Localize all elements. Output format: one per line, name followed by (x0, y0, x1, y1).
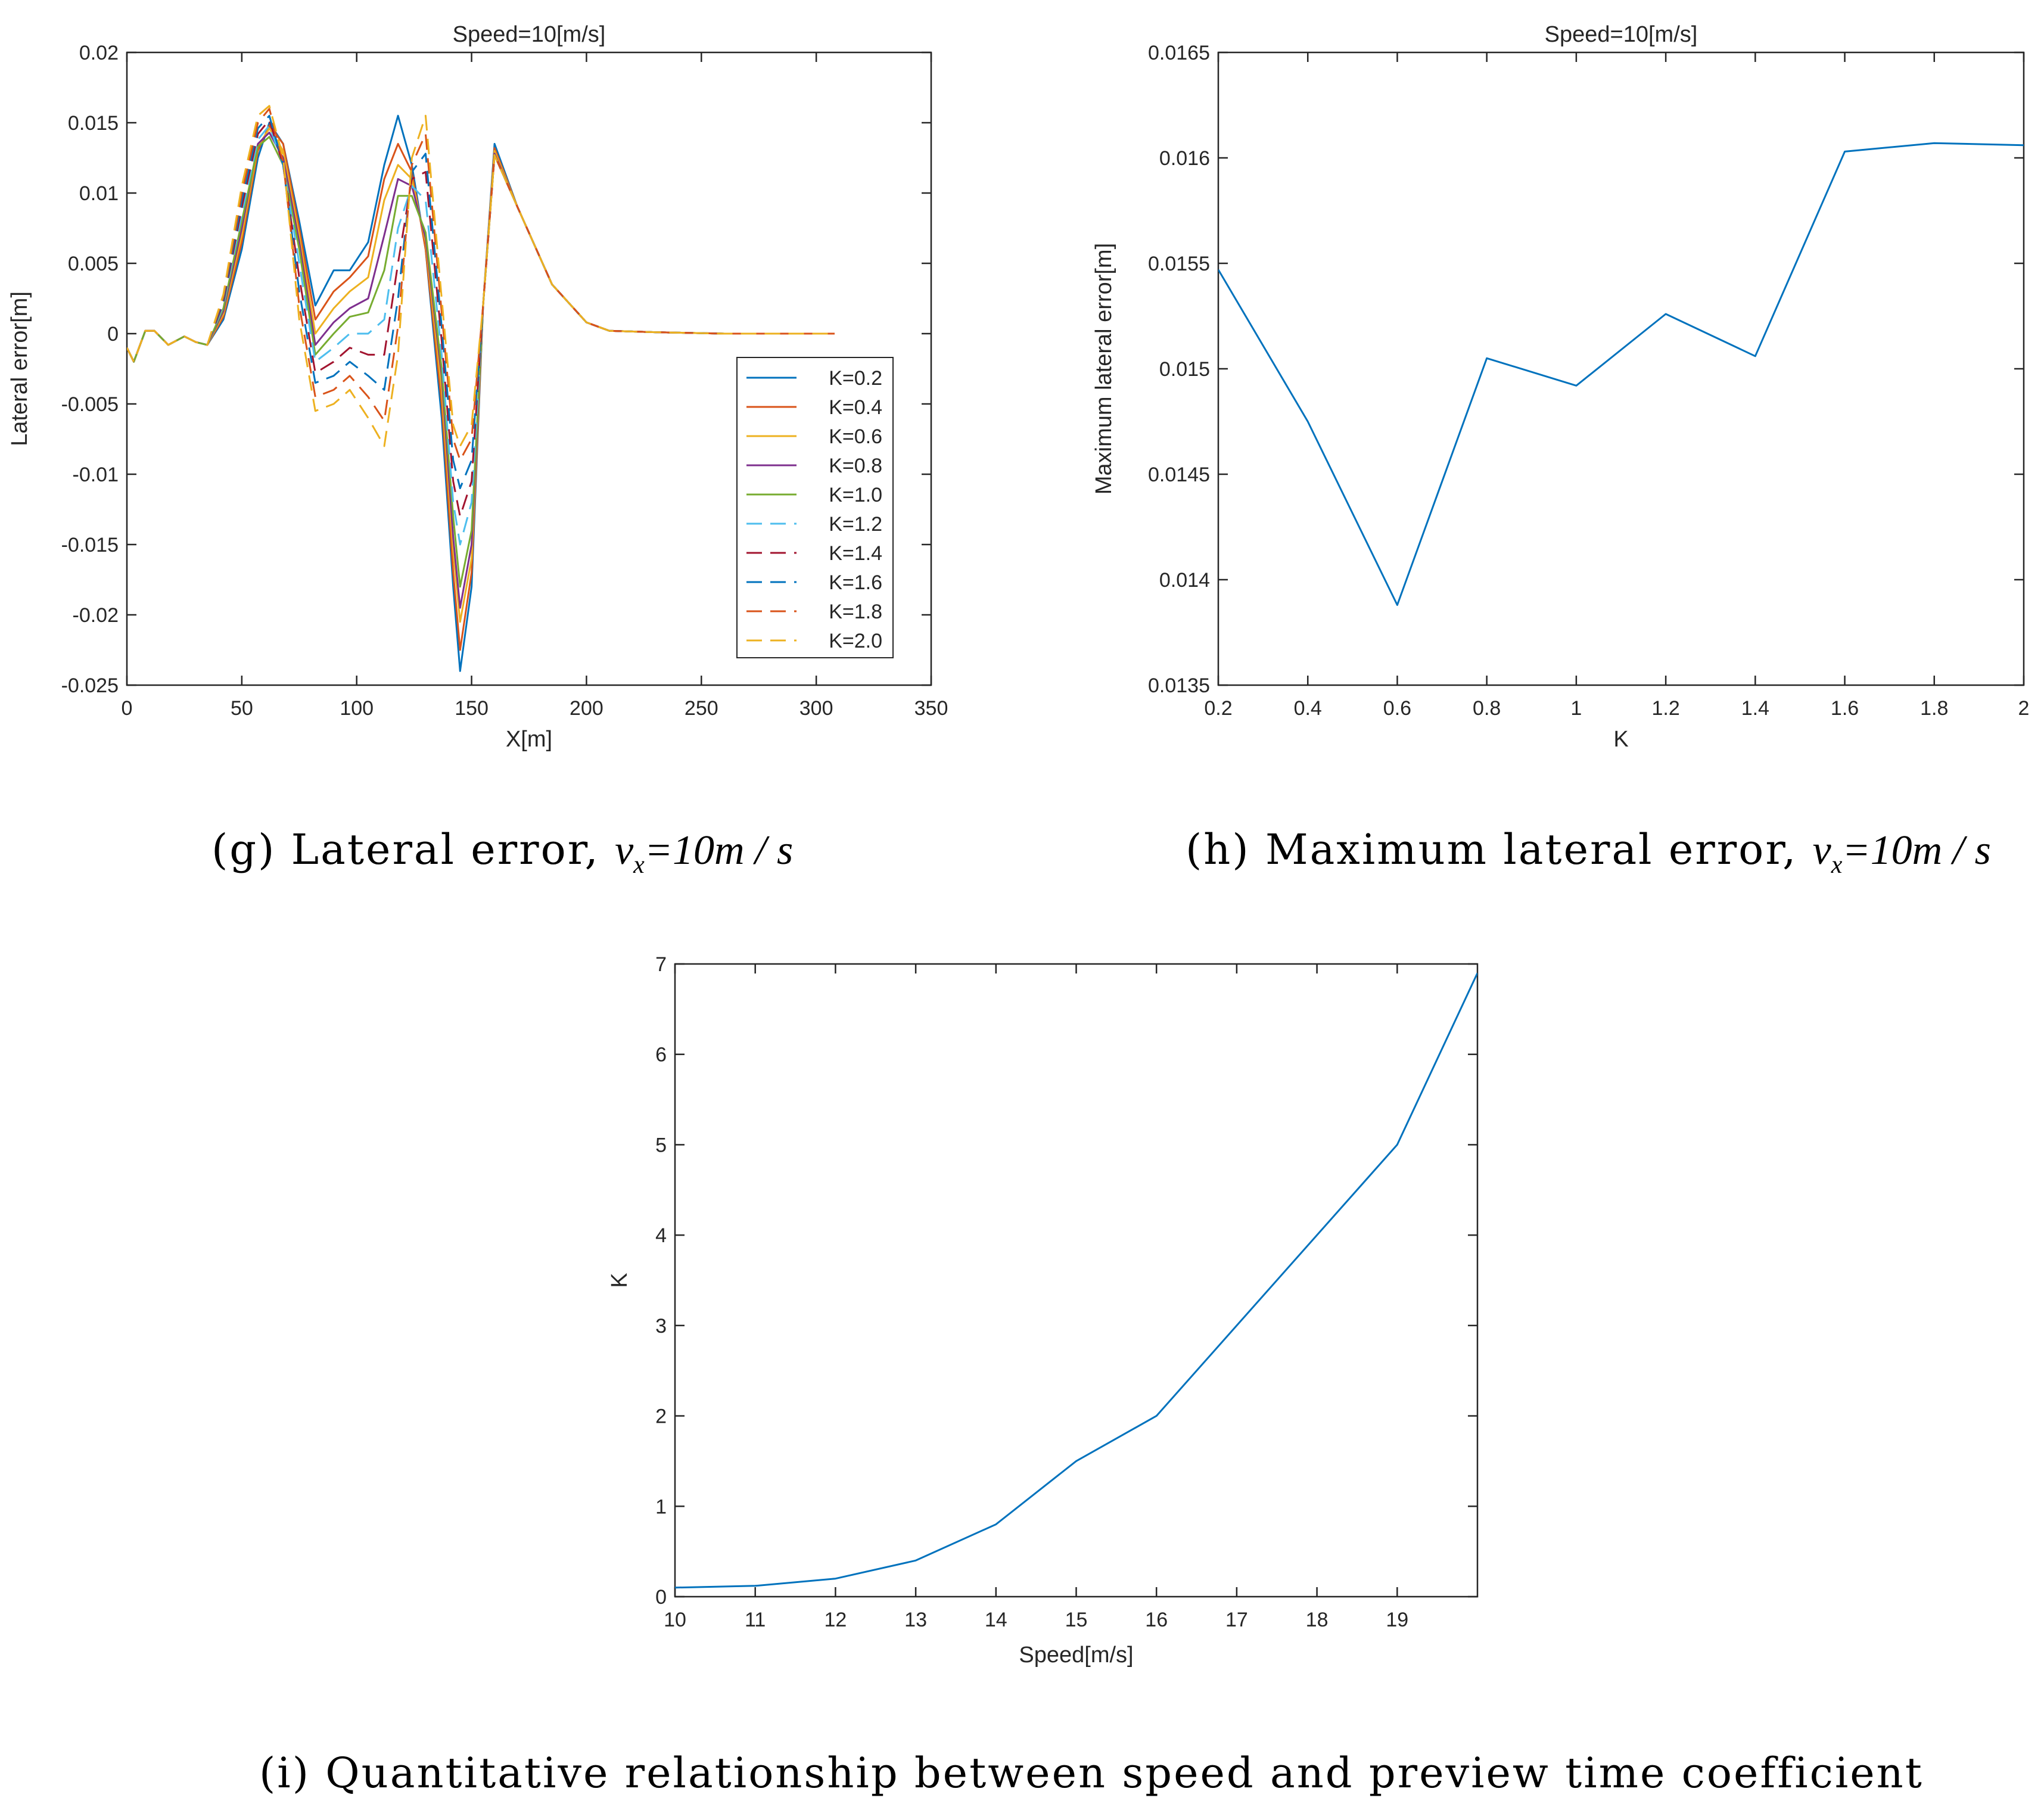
x-tick-label: 16 (1145, 1609, 1168, 1631)
x-tick-label: 1.8 (1920, 697, 1948, 720)
y-tick-label: 0.0135 (1148, 674, 1210, 697)
y-tick-label: 0.0165 (1148, 42, 1210, 64)
legend-label: K=1.8 (829, 601, 882, 623)
x-tick-label: 1.4 (1741, 697, 1769, 720)
x-tick-label: 0.4 (1294, 697, 1322, 720)
x-tick-label: 300 (799, 697, 833, 720)
y-tick-label: 0 (655, 1586, 667, 1609)
y-tick-label: 1 (655, 1495, 667, 1518)
y-tick-label: 5 (655, 1134, 667, 1156)
y-tick-label: 0.02 (79, 42, 119, 64)
caption-h-label: (h) Maximum lateral error, (1186, 825, 1798, 874)
legend-label: K=1.6 (829, 571, 882, 594)
x-tick-label: 11 (745, 1609, 766, 1631)
panel-g-lateral-error-chart: 0 50 100 150 200 250 300 350 -0.025 -0.02 -0.015 -0… (7, 22, 948, 752)
legend-label: K=0.2 (829, 367, 882, 390)
caption-h-math: vx=10m / s (1812, 828, 1991, 879)
x-tick-label: 350 (914, 697, 948, 720)
chart-title: Speed=10[m/s] (453, 22, 606, 47)
y-tick-label: 7 (655, 953, 667, 976)
x-tick-label: 1.6 (1831, 697, 1859, 720)
caption-g: (g) Lateral error, vx=10m / s (211, 825, 793, 879)
x-tick-label: 1.2 (1651, 697, 1679, 720)
x-tick-label: 17 (1225, 1609, 1248, 1631)
legend-label: K=0.4 (829, 396, 882, 419)
x-tick-label: 2 (2018, 697, 2030, 720)
legend-label: K=1.4 (829, 542, 882, 565)
legend: K=0.2 K=0.4 K=0.6 K=0.8 K=1.0 K=1.2 K=1.4 K=1.6… (736, 357, 894, 658)
legend-label: K=2.0 (829, 630, 882, 652)
legend-label: K=1.2 (829, 513, 882, 536)
y-tick-label: 6 (655, 1044, 667, 1066)
y-tick-label: -0.005 (61, 393, 119, 416)
x-tick-label: 0.2 (1204, 697, 1232, 720)
y-tick-label: 0.005 (68, 253, 119, 275)
legend-label: K=1.0 (829, 484, 882, 506)
x-tick-label: 100 (340, 697, 374, 720)
y-tick-label: -0.02 (73, 604, 119, 627)
x-axis-label: X[m] (506, 727, 552, 752)
x-tick-label: 0.8 (1473, 697, 1501, 720)
series-group (675, 972, 1477, 1589)
y-tick-label: 0.015 (1159, 358, 1210, 381)
caption-i: (i) Quantitative relationship between sp… (259, 1749, 1924, 1797)
caption-g-label: (g) Lateral error, (211, 825, 600, 874)
x-tick-label: 0.6 (1383, 697, 1411, 720)
series-line-0 (1218, 142, 2024, 606)
y-tick-label: 0.0145 (1148, 464, 1210, 486)
x-tick-label: 200 (570, 697, 603, 720)
panel-h-max-lateral-error-chart: 0.2 0.4 0.6 0.8 1 1.2 1.4 1.6 1.8 2 0.0135 0.014 0.0… (1091, 22, 2029, 752)
y-axis-label: Maximum lateral error[m] (1091, 243, 1116, 494)
chart-title: Speed=10[m/s] (1545, 22, 1698, 47)
x-tick-label: 12 (824, 1609, 847, 1631)
legend-label: K=0.6 (829, 425, 882, 448)
series-line-k-2-0 (127, 105, 835, 447)
x-tick-label: 15 (1065, 1609, 1088, 1631)
x-tick-label: 18 (1306, 1609, 1329, 1631)
axes-box (1217, 51, 2025, 686)
y-tick-label: -0.015 (61, 534, 119, 556)
x-tick-label: 0 (122, 697, 133, 720)
caption-h: (h) Maximum lateral error, vx=10m / s (1186, 825, 1991, 879)
axes-box (674, 963, 1479, 1598)
y-tick-label: 0.01 (79, 182, 119, 205)
y-tick-label: 3 (655, 1315, 667, 1338)
x-tick-label: 14 (985, 1609, 1007, 1631)
series-group (127, 105, 835, 672)
y-tick-label: 4 (655, 1224, 667, 1247)
x-tick-label: 13 (904, 1609, 927, 1631)
x-axis-label: Speed[m/s] (1019, 1643, 1133, 1668)
x-tick-label: 50 (231, 697, 253, 720)
y-tick-label: -0.01 (73, 464, 119, 486)
x-tick-label: 1 (1570, 697, 1582, 720)
y-tick-label: 0.015 (68, 112, 119, 135)
x-tick-label: 19 (1386, 1609, 1408, 1631)
y-tick-label: 0 (107, 323, 119, 346)
series-group (1218, 142, 2024, 606)
y-tick-label: 0.014 (1159, 569, 1210, 592)
caption-g-math: vx=10m / s (615, 828, 794, 879)
y-axis-label: Lateral error[m] (7, 291, 32, 446)
series-line-0 (675, 972, 1477, 1589)
x-tick-label: 10 (664, 1609, 686, 1631)
x-tick-label: 250 (685, 697, 718, 720)
y-axis-label: K (607, 1273, 632, 1287)
x-tick-label: 150 (455, 697, 489, 720)
x-axis-label: K (1613, 727, 1628, 752)
caption-i-label: (i) Quantitative relationship between sp… (259, 1749, 1924, 1797)
y-tick-label: -0.025 (61, 674, 119, 697)
legend-label: K=0.8 (829, 455, 882, 477)
y-tick-label: 2 (655, 1405, 667, 1428)
y-tick-label: 0.016 (1159, 147, 1210, 170)
y-tick-label: 0.0155 (1148, 253, 1210, 275)
